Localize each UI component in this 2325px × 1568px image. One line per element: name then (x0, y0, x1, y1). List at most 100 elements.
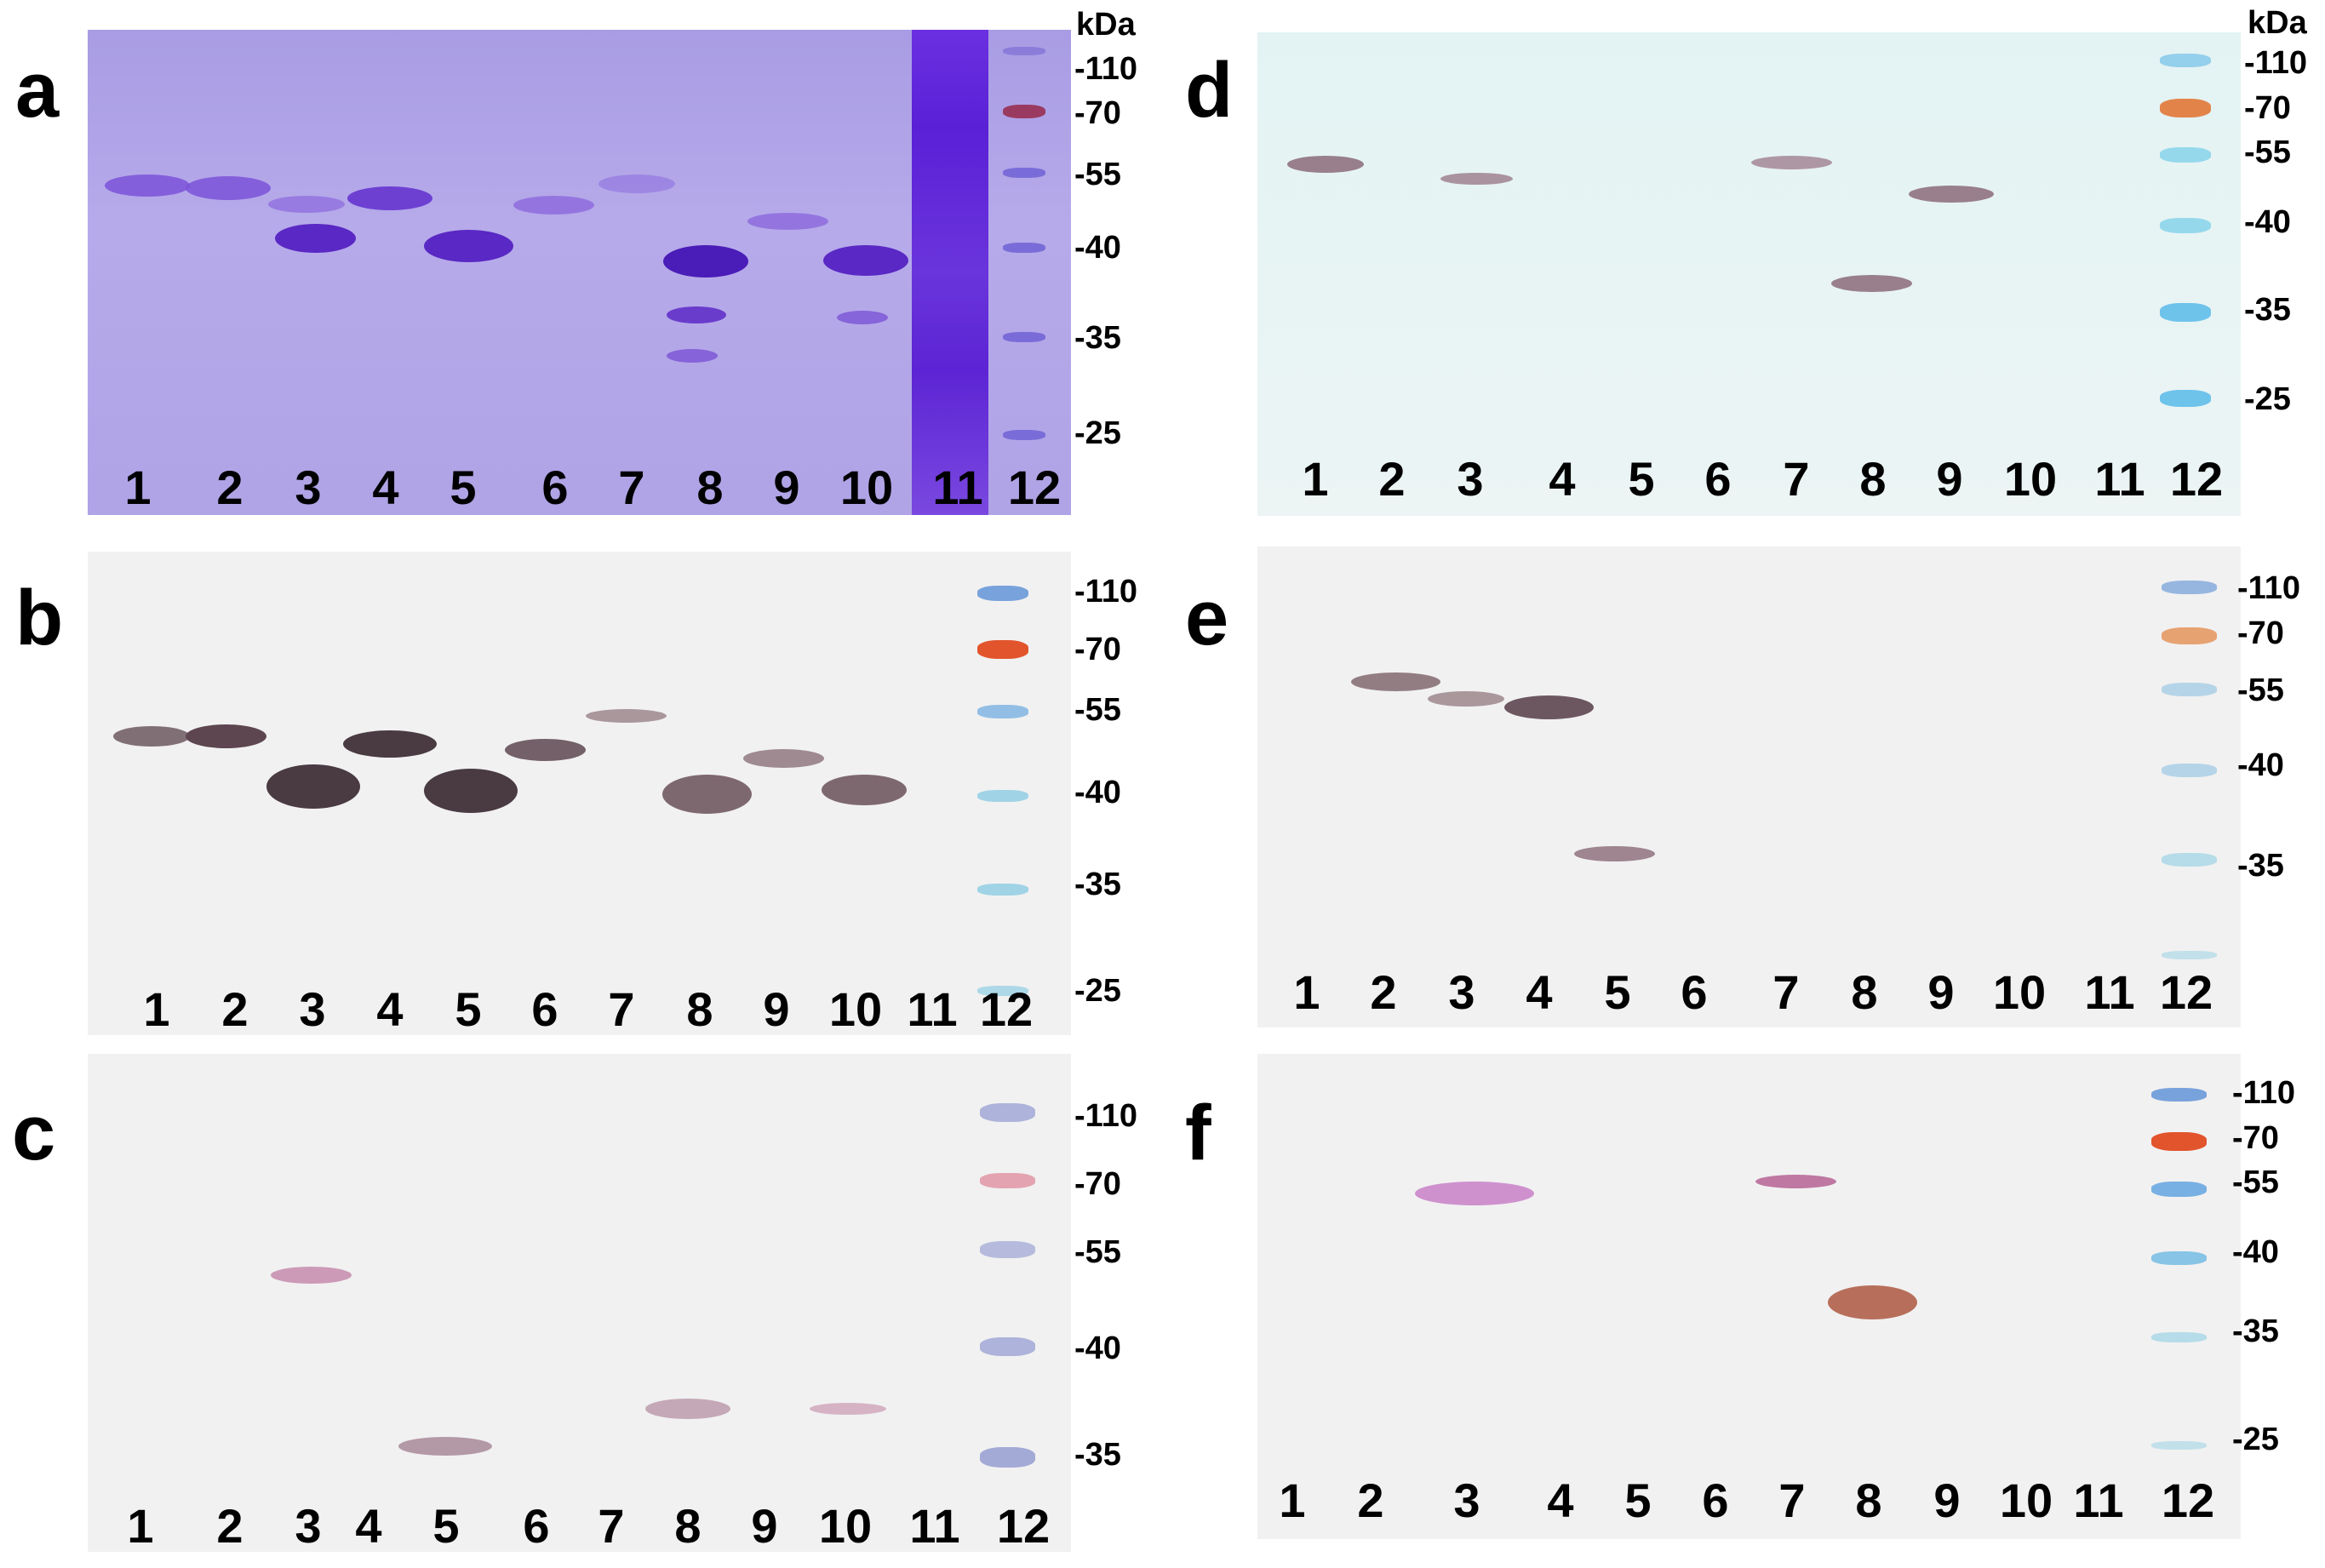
lane-label: 3 (1457, 452, 1484, 506)
lane-label: 10 (1992, 965, 2047, 1019)
marker-label: -25 (1074, 973, 1121, 1009)
lane-label: 7 (618, 461, 645, 514)
lane-label: 4 (1526, 965, 1553, 1019)
marker-label: -40 (1074, 1331, 1121, 1366)
lane-label: 2 (1357, 1474, 1384, 1527)
lane-label: 7 (608, 982, 635, 1036)
lane-label: 12 (2159, 965, 2213, 1019)
marker-label: -70 (2237, 615, 2284, 651)
marker-label: -35 (1074, 320, 1121, 356)
marker-label: -35 (1074, 867, 1121, 902)
lane-label: 4 (1549, 452, 1576, 506)
marker-label: -40 (2237, 747, 2284, 783)
lane-label: 4 (355, 1499, 382, 1553)
lane-label: 3 (1448, 965, 1475, 1019)
lane-label: 1 (1279, 1474, 1306, 1527)
marker-label: -35 (2237, 848, 2284, 884)
lane-label: 5 (1628, 452, 1655, 506)
marker-label: -40 (2244, 204, 2291, 240)
lane-label: 12 (2169, 452, 2224, 506)
coomassie-gel-image (88, 30, 1071, 515)
western-blot-image (88, 552, 1071, 1035)
lane-label: 3 (295, 1499, 322, 1553)
lane-label: 3 (299, 982, 326, 1036)
lane-label: 9 (1933, 1474, 1961, 1527)
lane-label: 4 (372, 461, 399, 514)
lane-label: 2 (1370, 965, 1397, 1019)
marker-label: -70 (1074, 1166, 1121, 1202)
panel-letter-c: c (12, 1090, 56, 1176)
marker-label: -35 (2244, 292, 2291, 328)
lane-label: 2 (216, 461, 243, 514)
marker-label: -55 (2232, 1165, 2279, 1200)
lane-label: 6 (1702, 1474, 1729, 1527)
lane-label: 8 (1859, 452, 1887, 506)
marker-label: -55 (1074, 1234, 1121, 1270)
lane-label: 1 (124, 461, 152, 514)
marker-label: -25 (2232, 1422, 2279, 1457)
lane-label: 2 (221, 982, 249, 1036)
lane-label: 4 (376, 982, 404, 1036)
marker-label: -110 (1074, 51, 1137, 87)
lane-label: 11 (932, 461, 983, 514)
lane-label: 5 (1624, 1474, 1652, 1527)
panel-letter-d: d (1185, 47, 1234, 134)
panel-letter-f: f (1185, 1090, 1211, 1176)
lane-label: 12 (2161, 1474, 2215, 1527)
marker-label: -25 (1074, 415, 1121, 451)
marker-label: -35 (1074, 1437, 1121, 1473)
lane-label: 3 (1453, 1474, 1480, 1527)
marker-label: -55 (1074, 157, 1121, 192)
marker-label: -25 (2244, 381, 2291, 417)
panel-letter-b: b (15, 575, 64, 661)
lane-label: 11 (909, 1499, 960, 1553)
lane-label: 6 (541, 461, 569, 514)
lane-label: 10 (1999, 1474, 2053, 1527)
lane-label: 7 (1772, 965, 1800, 1019)
marker-label: -110 (2232, 1075, 2295, 1111)
lane-label: 5 (455, 982, 482, 1036)
lane-label: 3 (295, 461, 322, 514)
lane-label: 12 (996, 1499, 1051, 1553)
lane-label: 1 (1302, 452, 1329, 506)
lane-label: 6 (523, 1499, 550, 1553)
lane-label: 11 (2094, 452, 2145, 506)
marker-label: -40 (1074, 230, 1121, 266)
western-blot-image (1257, 1054, 2241, 1539)
marker-label: -110 (1074, 1098, 1137, 1134)
marker-label: -70 (2232, 1120, 2279, 1156)
lane-label: 8 (1855, 1474, 1882, 1527)
lane-label: 7 (598, 1499, 625, 1553)
lane-label: 8 (696, 461, 724, 514)
lane-label: 9 (1927, 965, 1955, 1019)
marker-label: -40 (2232, 1234, 2279, 1270)
lane-label: 5 (432, 1499, 460, 1553)
lane-label: 11 (2073, 1474, 2124, 1527)
lane-label: 10 (818, 1499, 873, 1553)
marker-label: -55 (2244, 134, 2291, 170)
lane-label: 10 (2003, 452, 2058, 506)
lane-label: 11 (907, 982, 958, 1036)
lane-label: 1 (143, 982, 170, 1036)
lane-label: 9 (751, 1499, 778, 1553)
lane-label: 7 (1778, 1474, 1806, 1527)
marker-label: -35 (2232, 1313, 2279, 1349)
lane-label: 6 (1704, 452, 1732, 506)
lane-label: 9 (763, 982, 790, 1036)
marker-label: -40 (1074, 775, 1121, 810)
lane-label: 6 (1681, 965, 1708, 1019)
marker-label: -70 (1074, 95, 1121, 131)
marker-label: -110 (2244, 45, 2307, 81)
lane-label: 1 (1293, 965, 1320, 1019)
marker-label: -70 (1074, 632, 1121, 667)
panel-letter-e: e (1185, 575, 1229, 661)
western-blot-image (88, 1054, 1071, 1552)
marker-label: -70 (2244, 90, 2291, 126)
units-label: kDa (2248, 5, 2307, 41)
marker-label: -55 (1074, 692, 1121, 728)
lane-label: 4 (1547, 1474, 1574, 1527)
lane-label: 12 (979, 982, 1034, 1036)
lane-label: 8 (686, 982, 713, 1036)
lane-label: 7 (1783, 452, 1810, 506)
western-blot-image (1257, 547, 2241, 1027)
